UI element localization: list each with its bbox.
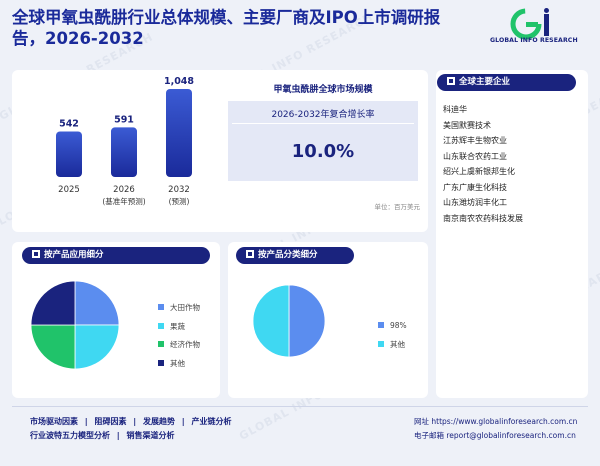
legend-item: 大田作物 [158, 302, 200, 313]
legend-item: 经济作物 [158, 339, 200, 350]
grid-icon [32, 250, 40, 258]
bar-category-label: 2026 [113, 185, 135, 195]
bar-2032 [166, 89, 192, 177]
grid-icon [246, 250, 254, 258]
footer-separator: | [114, 431, 123, 440]
email[interactable]: 电子邮箱 report@globalinforesearch.com.cn [414, 431, 576, 440]
company-item: 广东广康生化科技 [443, 182, 507, 192]
companies-card [436, 70, 588, 398]
footer-divider [12, 406, 588, 407]
pie-slice-1 [252, 284, 290, 358]
legend-swatch [158, 341, 164, 347]
bar-category-note: (预测) [169, 196, 190, 206]
footer-link[interactable]: 行业波特五力模型分析 [30, 431, 110, 440]
bar-value-label: 591 [114, 114, 134, 125]
company-item: 山东联合农药工业 [443, 151, 507, 161]
footer-links-row-2: 行业波特五力模型分析 | 销售渠道分析 [30, 430, 175, 441]
bar-2025 [56, 131, 82, 177]
bar-category-label: 2032 [168, 185, 190, 195]
pie-slice-3 [30, 280, 76, 326]
legend-swatch [378, 340, 384, 347]
type-section-title: 按产品分类细分 [236, 247, 354, 264]
logo-mark-icon [510, 8, 549, 40]
legend-swatch [158, 359, 164, 366]
company-item: 科迪华 [443, 105, 467, 114]
unit-label: 单位：百万美元 [374, 203, 421, 211]
website[interactable]: 网址 https://www.globalinforesearch.com.cn [414, 417, 578, 426]
footer-separator: | [179, 417, 188, 426]
application-section-title: 按产品应用细分 [22, 247, 210, 264]
legend-label: 大田作物 [170, 303, 200, 312]
bar-value-label: 1,048 [164, 76, 194, 87]
company-item: 美国默赛技术 [443, 120, 491, 130]
companies-title: 全球主要企业 [437, 74, 576, 91]
legend-swatch [158, 322, 164, 329]
cagr-divider [232, 123, 414, 124]
legend-item: 果蔬 [158, 321, 185, 332]
type-pie-chart [252, 284, 326, 358]
pie-slice-0 [74, 280, 120, 326]
company-item: 绍兴上虞新银邦生化 [443, 167, 515, 176]
pie-slice-1 [74, 324, 120, 370]
bar-category-label: 2025 [58, 185, 80, 195]
footer-link[interactable]: 销售渠道分析 [126, 431, 175, 440]
footer-links-row-1: 市场驱动因素 | 阻碍因素 | 发展趋势 | 产业链分析 [30, 416, 232, 427]
company-item: 江苏辉丰生物农业 [443, 136, 507, 145]
bar-category-note: (基准年预测) [102, 196, 145, 206]
bar-value-label: 542 [59, 118, 79, 129]
footer-link[interactable]: 市场驱动因素 [30, 417, 78, 426]
legend-label: 其他 [170, 358, 185, 368]
footer-link[interactable]: 阻碍因素 [94, 417, 127, 426]
cagr-panel [228, 101, 418, 181]
bar-2026 [111, 127, 137, 177]
company-item: 南京南农农药科技发展 [443, 213, 523, 223]
market-size-bar-chart: 542 2025 591 2026(基准年预测) 1,048 2032(预测) [56, 76, 194, 206]
application-pie-chart [30, 280, 120, 370]
footer-separator: | [82, 417, 91, 426]
legend-item: 其他 [378, 339, 405, 350]
logo-text: GLOBAL INFO RESEARCH [490, 37, 578, 44]
company-item: 山东潍坊润丰化工 [443, 198, 507, 207]
title-line-2: 告，2026-2032 [12, 29, 144, 48]
legend-swatch [378, 322, 384, 328]
legend-label: 其他 [390, 339, 405, 349]
cagr-value: 10.0% [291, 141, 355, 162]
legend-item: 其他 [158, 358, 185, 369]
logo [486, 8, 596, 48]
footer-link[interactable]: 发展趋势 [143, 417, 175, 426]
grid-icon [447, 77, 455, 85]
legend-item: 98% [378, 321, 407, 330]
legend-label: 经济作物 [170, 340, 200, 349]
page-title: 全球甲氧虫酰肼行业总体规模、主要厂商及IPO上市调研报 告，2026-2032 [12, 7, 452, 49]
legend-label: 果蔬 [170, 321, 185, 331]
cagr-label: 2026-2032年复合增长率 [271, 110, 375, 120]
pie-slice-0 [288, 284, 326, 358]
footer-link[interactable]: 产业链分析 [191, 417, 232, 426]
market-size-title: 甲氧虫酰肼全球市场规模 [273, 85, 373, 95]
pie-slice-2 [30, 324, 76, 370]
footer-separator: | [130, 417, 139, 426]
legend-label: 98% [390, 321, 407, 330]
title-line-1: 全球甲氧虫酰肼行业总体规模、主要厂商及IPO上市调研报 [12, 8, 441, 27]
legend-swatch [158, 304, 164, 310]
